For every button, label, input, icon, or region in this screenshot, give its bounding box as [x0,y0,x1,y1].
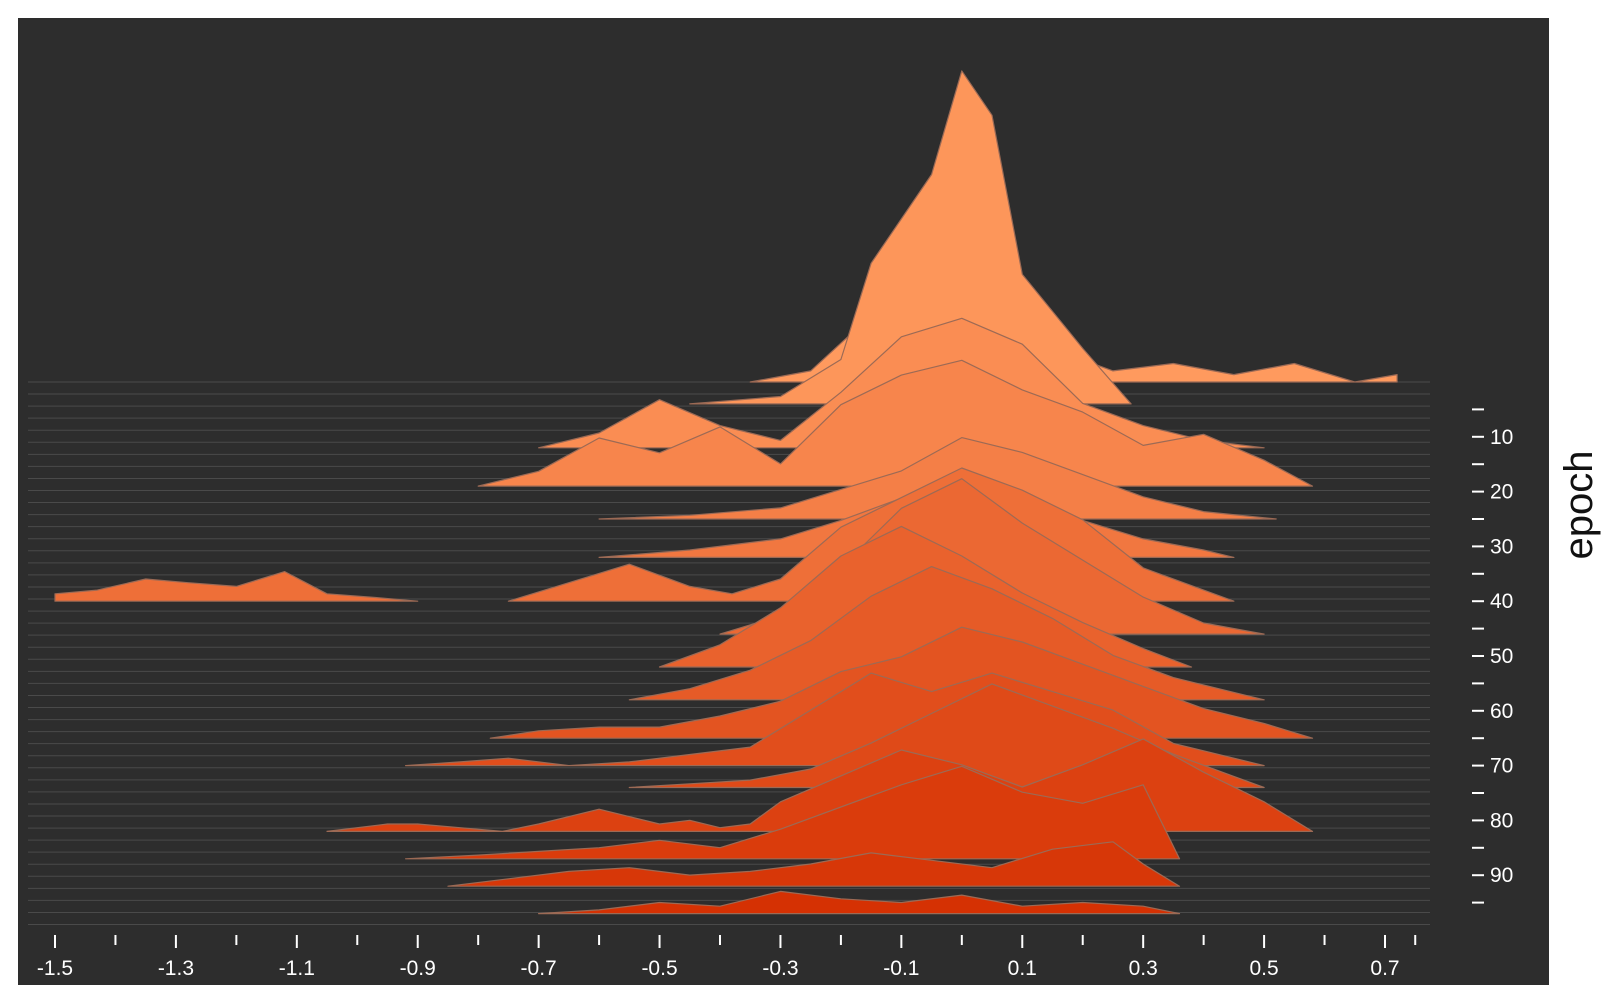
epoch-tick-label: 90 [1490,864,1513,887]
x-tick-label: 0.7 [1370,957,1399,980]
x-tick-label: -1.5 [37,957,73,980]
epoch-tick-label: 80 [1490,809,1513,832]
epoch-tick-label: 50 [1490,645,1513,668]
x-tick-label: -1.1 [279,957,315,980]
epoch-axis: 10 20 30 40 50 60 70 80 90 [1472,408,1513,904]
x-axis: -1.5 -1.3 -1.1 -0.9 -0.7 -0.5 -0.3 -0.1 0.1 0.3 0.… [37,935,1417,980]
x-tick-label: -0.1 [883,957,919,980]
epoch-tick-label: 10 [1490,426,1513,449]
ridge-epoch-92 [447,841,1181,887]
ridge-epoch-58 [628,566,1265,701]
epoch-axis-title: epoch [1557,451,1601,560]
epoch-tick-label: 40 [1490,590,1513,613]
epoch-tick-label: 70 [1490,755,1513,778]
x-tick-label: -0.7 [521,957,557,980]
x-tick-label: 0.5 [1249,957,1278,980]
ridge-epoch-40 [54,571,419,602]
x-tick-label: -1.3 [158,957,194,980]
ridge-epoch-4 [689,70,1132,405]
ridge-epoch-97 [538,890,1181,915]
ridge-epoch-87 [405,765,1181,860]
ridge-epoch-25 [598,437,1277,520]
x-tick-label: -0.9 [400,957,436,980]
epoch-tick-label: 30 [1490,535,1513,558]
ridge-epoch-19 [477,359,1314,487]
epoch-tick-label: 20 [1490,481,1513,504]
x-tick-label: 0.1 [1008,957,1037,980]
x-tick-label: 0.3 [1129,957,1158,980]
epoch-tick-label: 60 [1490,700,1513,723]
x-tick-label: -0.5 [641,957,677,980]
x-tick-label: -0.3 [762,957,798,980]
histogram-ridges [54,70,1398,915]
